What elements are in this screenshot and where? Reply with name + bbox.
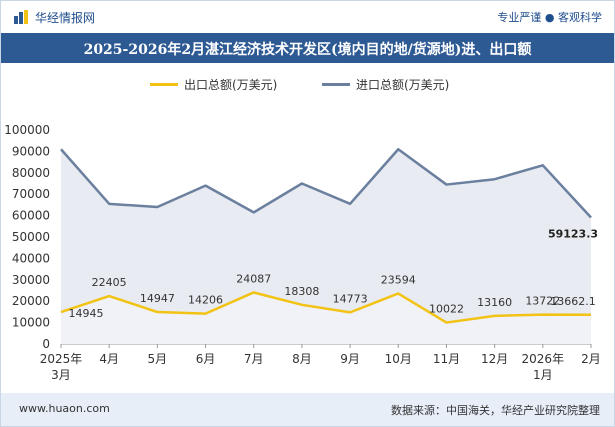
- y-tick-label: 50000: [12, 230, 50, 244]
- y-tick-label: 90000: [12, 144, 50, 158]
- x-tick-label: 5月: [148, 352, 168, 366]
- y-tick-label: 0: [42, 337, 50, 351]
- legend-label-import: 进口总额(万美元): [356, 78, 450, 92]
- x-tick-label: 6月: [196, 352, 216, 366]
- legend-swatch-export: [150, 83, 178, 86]
- x-tick-label: 8月: [292, 352, 312, 366]
- legend-label-export: 出口总额(万美元): [184, 78, 278, 92]
- x-tick-label: 12月: [481, 352, 508, 366]
- export-data-label: 22405: [92, 276, 127, 289]
- x-tick-label-line2: 3月: [51, 368, 71, 382]
- top-bar: 华经情报网 专业严谨 ● 客观科学: [1, 1, 614, 33]
- y-tick-label: 20000: [12, 294, 50, 308]
- title-bar: 2025-2026年2月湛江经济技术开发区(境内目的地/货源地)进、出口额: [1, 33, 614, 63]
- export-data-label: 13722: [525, 295, 560, 308]
- chart-legend: 出口总额(万美元) 进口总额(万美元): [0, 74, 615, 94]
- y-tick-label: 100000: [4, 123, 50, 137]
- x-tick-label: 7月: [244, 352, 264, 366]
- brand-logo-icon: [14, 10, 28, 24]
- brand-name: 华经情报网: [35, 11, 96, 25]
- x-tick-label: 4月: [99, 352, 119, 366]
- export-series-line: [60, 291, 592, 324]
- x-tick-label: 9月: [340, 352, 360, 366]
- export-data-label: 13160: [477, 296, 512, 309]
- legend-item-import: 进口总额(万美元): [322, 74, 472, 94]
- export-data-label: 14947: [140, 292, 175, 305]
- y-tick-label: 70000: [12, 187, 50, 201]
- footer: www.huaon.com 数据来源：中国海关，华经产业研究院整理: [1, 393, 614, 426]
- import-data-label: 59123.3: [548, 227, 598, 240]
- footer-url: www.huaon.com: [19, 402, 110, 415]
- x-tick-label: 2月: [581, 352, 601, 366]
- footer-source: 数据来源：中国海关，华经产业研究院整理: [391, 404, 600, 417]
- chart-title: 2025-2026年2月湛江经济技术开发区(境内目的地/货源地)进、出口额: [83, 42, 532, 58]
- x-tick-label: 10月: [385, 352, 412, 366]
- y-tick-label: 60000: [12, 209, 50, 223]
- export-data-label: 10022: [429, 303, 464, 316]
- export-data-label: 14206: [188, 294, 223, 307]
- brand-tagline: 专业严谨 ● 客观科学: [497, 11, 602, 24]
- export-data-label: 13662.1: [550, 295, 596, 308]
- import-series-line: [60, 148, 592, 219]
- y-tick-label: 30000: [12, 273, 50, 287]
- x-tick-label: 2026年: [522, 352, 565, 366]
- export-data-label: 14773: [333, 292, 368, 305]
- line-chart: 0 10000 20000 30000 40000 50000 60000 70000 8000…: [4, 123, 601, 382]
- export-data-label: 24087: [236, 272, 271, 285]
- y-tick-label: 10000: [12, 316, 50, 330]
- x-tick-label-line2: 1月: [533, 368, 553, 382]
- legend-item-export: 出口总额(万美元): [150, 74, 300, 94]
- export-series-area: [61, 292, 591, 344]
- x-tick-label: 2025年: [40, 352, 83, 366]
- y-tick-label: 80000: [12, 166, 50, 180]
- export-data-label: 18308: [284, 285, 319, 298]
- import-series-area: [61, 149, 591, 344]
- y-tick-label: 40000: [12, 251, 50, 265]
- legend-swatch-import: [322, 83, 350, 86]
- export-data-label: 23594: [381, 274, 416, 287]
- x-tick-label: 11月: [433, 352, 460, 366]
- export-data-label: 14945: [69, 307, 104, 320]
